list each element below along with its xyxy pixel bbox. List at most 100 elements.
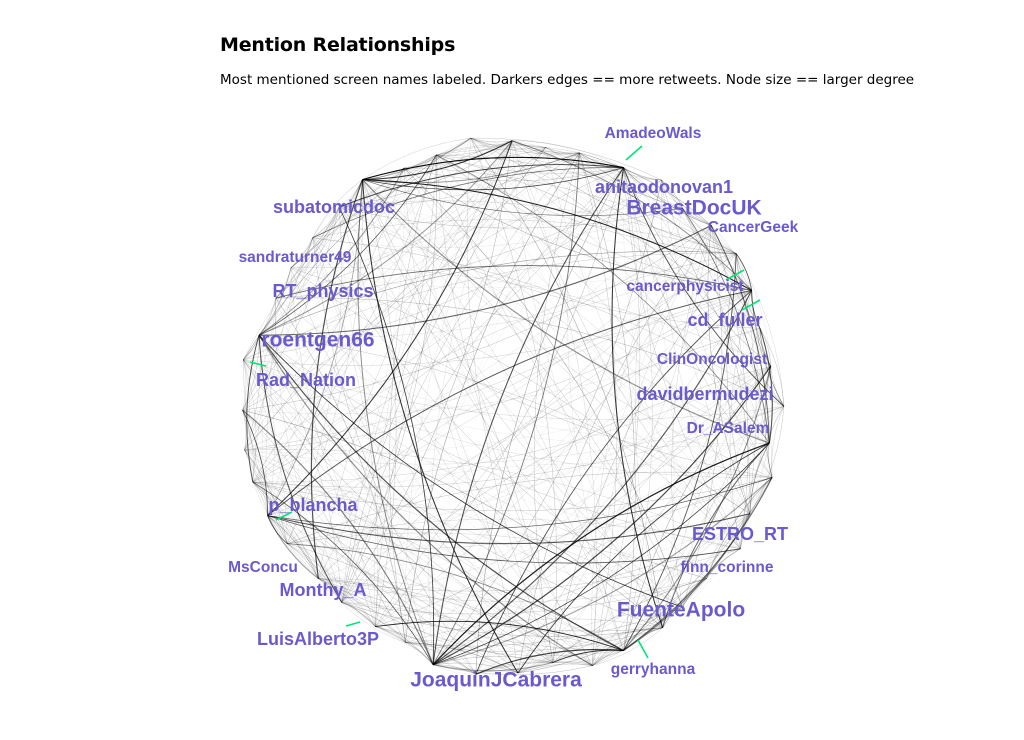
edge <box>312 206 340 239</box>
edge <box>243 359 593 666</box>
edge <box>252 481 434 665</box>
edge <box>244 167 405 451</box>
edge <box>362 179 683 216</box>
edge <box>432 442 770 666</box>
edge <box>275 147 546 299</box>
edge <box>433 650 624 671</box>
edge <box>242 335 260 411</box>
edge <box>475 662 593 675</box>
edge <box>339 206 761 329</box>
edge <box>290 206 340 268</box>
edge <box>267 290 752 516</box>
edge <box>432 442 770 666</box>
edge <box>470 137 580 155</box>
edge <box>405 606 683 647</box>
edge <box>707 225 751 514</box>
edge <box>312 237 663 628</box>
edge <box>318 578 554 663</box>
edge <box>243 267 292 360</box>
edge <box>623 167 662 181</box>
edge <box>436 154 737 254</box>
edge <box>579 152 618 666</box>
edge <box>362 179 397 627</box>
edge <box>405 642 519 674</box>
edge <box>267 515 741 564</box>
edge <box>470 137 513 143</box>
edge <box>252 152 580 483</box>
edge <box>362 152 580 184</box>
node-label-anitaodonovan1: anitaodonovan1 <box>595 177 733 197</box>
edge <box>258 334 770 444</box>
edge <box>436 154 770 444</box>
edge <box>362 137 471 180</box>
edge <box>470 137 663 628</box>
edge <box>287 543 519 674</box>
edge <box>275 237 313 299</box>
node-label-monthy-a: Monthy_A <box>280 580 367 600</box>
edge <box>765 366 772 444</box>
edge <box>389 154 437 643</box>
edge <box>362 179 741 549</box>
edge <box>764 366 773 478</box>
node-label-gerryhanna: gerryhanna <box>611 661 696 678</box>
edge <box>339 206 683 229</box>
edge <box>275 207 683 299</box>
node-label-dr-asalem: Dr_ASalem <box>687 420 770 437</box>
edge <box>470 137 683 209</box>
edge <box>362 179 519 674</box>
edge <box>768 443 773 478</box>
edge <box>682 548 741 608</box>
edge <box>275 179 662 299</box>
edge <box>362 179 554 663</box>
edge <box>290 267 554 663</box>
edge <box>623 606 683 651</box>
edge <box>258 335 376 627</box>
edge <box>751 290 761 329</box>
edge <box>243 298 277 360</box>
edge <box>552 661 593 666</box>
edge <box>517 627 663 674</box>
edge <box>252 481 319 579</box>
edge <box>244 449 268 516</box>
edge <box>275 297 785 407</box>
edge <box>267 225 712 516</box>
edge <box>290 267 773 478</box>
node-labels-layer: AmadeoWals anitaodonovan1BreastDocUKCance… <box>228 125 798 691</box>
edge <box>511 140 546 148</box>
edge <box>243 359 770 448</box>
edge <box>661 179 683 209</box>
edge <box>470 137 663 628</box>
edge <box>567 152 624 651</box>
edge <box>517 578 707 674</box>
edge <box>764 366 773 478</box>
edge <box>275 297 785 407</box>
edge <box>661 179 683 209</box>
edge <box>318 578 663 632</box>
highlight-edge <box>741 299 761 311</box>
edge <box>290 266 771 367</box>
edge <box>403 167 752 291</box>
edge <box>375 225 712 627</box>
edge <box>592 650 624 666</box>
node-label-cd-fuller: cd_fuller <box>687 310 762 330</box>
node-label-fuenteapolo: FuenteApolo <box>617 599 745 622</box>
edge <box>318 167 405 579</box>
edge <box>403 167 554 663</box>
edge <box>579 152 636 651</box>
edge <box>475 648 624 675</box>
edge <box>362 137 471 180</box>
node-label-breastdocuk: BreastDocUK <box>626 197 761 220</box>
graph-title: Mention Relationships <box>220 34 456 56</box>
edge <box>475 548 741 675</box>
edge <box>318 140 513 579</box>
edge <box>341 167 624 603</box>
edge <box>339 200 737 254</box>
edge <box>706 548 741 579</box>
node-label-rt-physics: RT_physics <box>272 281 373 301</box>
edge <box>243 359 554 663</box>
edge <box>375 140 513 627</box>
edge <box>735 253 772 367</box>
edge <box>242 147 546 411</box>
edge <box>622 253 737 651</box>
edge <box>740 442 770 549</box>
